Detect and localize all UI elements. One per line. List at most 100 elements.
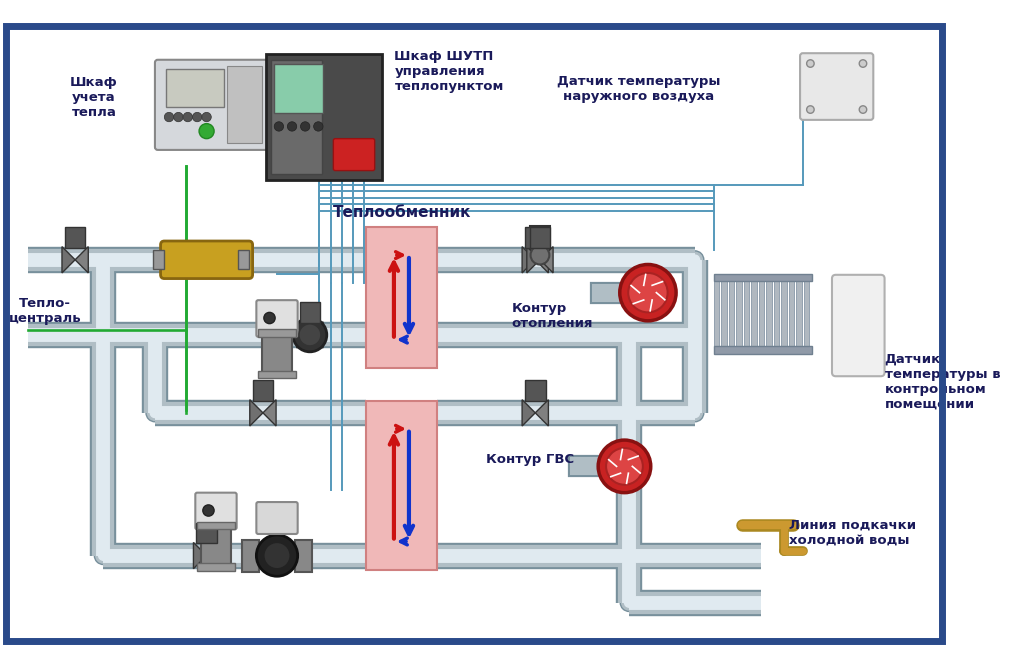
Circle shape [622,595,637,610]
Circle shape [264,312,275,323]
FancyBboxPatch shape [713,274,812,281]
FancyBboxPatch shape [265,54,382,180]
Text: Контур
отопления: Контур отопления [512,302,593,330]
Text: Теплообменник: Теплообменник [333,205,471,220]
Circle shape [621,547,638,564]
FancyBboxPatch shape [333,139,374,171]
Circle shape [806,60,814,67]
FancyBboxPatch shape [155,60,268,150]
FancyBboxPatch shape [789,279,794,349]
Circle shape [625,551,634,560]
FancyBboxPatch shape [160,241,252,279]
Circle shape [860,106,867,113]
Polygon shape [540,247,553,273]
Text: Шкаф ШУТП
управления
теплопунктом: Шкаф ШУТП управления теплопунктом [395,51,503,93]
FancyBboxPatch shape [525,227,546,247]
Text: Контур ГВС: Контур ГВС [486,454,574,466]
Circle shape [202,112,211,122]
FancyBboxPatch shape [237,250,249,269]
Circle shape [199,123,214,139]
Circle shape [690,255,699,265]
FancyBboxPatch shape [274,65,323,113]
FancyBboxPatch shape [256,300,298,337]
Circle shape [99,255,108,265]
FancyBboxPatch shape [752,279,757,349]
Circle shape [621,326,638,344]
Circle shape [95,251,112,269]
FancyBboxPatch shape [744,279,750,349]
Circle shape [274,122,284,131]
FancyBboxPatch shape [766,279,772,349]
Circle shape [164,112,174,122]
Circle shape [629,273,668,312]
Circle shape [147,327,162,342]
FancyBboxPatch shape [295,540,312,572]
Circle shape [314,122,323,131]
Circle shape [606,448,643,485]
Circle shape [96,548,111,563]
FancyBboxPatch shape [366,401,437,570]
FancyBboxPatch shape [201,524,231,568]
Circle shape [625,598,634,607]
Circle shape [174,112,183,122]
Circle shape [150,330,159,340]
FancyBboxPatch shape [197,563,235,570]
Circle shape [598,440,651,493]
Circle shape [625,330,634,340]
FancyBboxPatch shape [759,279,765,349]
FancyBboxPatch shape [737,279,742,349]
Circle shape [193,112,202,122]
FancyBboxPatch shape [366,227,437,368]
FancyBboxPatch shape [166,69,224,107]
Circle shape [301,122,310,131]
Circle shape [687,252,702,267]
Polygon shape [250,400,263,426]
Circle shape [147,406,162,420]
Polygon shape [297,321,310,348]
FancyBboxPatch shape [197,522,235,530]
Circle shape [264,542,291,569]
Text: Линия подкачки
холодной воды: Линия подкачки холодной воды [789,518,916,546]
Circle shape [293,318,327,352]
Circle shape [686,404,704,422]
FancyBboxPatch shape [525,380,546,401]
Circle shape [150,408,159,418]
Circle shape [288,122,297,131]
Polygon shape [194,542,207,569]
FancyBboxPatch shape [271,60,322,174]
Circle shape [622,406,637,420]
FancyBboxPatch shape [65,227,86,247]
Circle shape [622,327,637,342]
Polygon shape [522,400,535,426]
FancyBboxPatch shape [258,371,296,378]
FancyBboxPatch shape [728,279,735,349]
Polygon shape [522,247,535,273]
FancyBboxPatch shape [713,279,719,349]
Text: Шкаф
учета
тепла: Шкаф учета тепла [70,76,118,119]
Circle shape [299,324,321,346]
Polygon shape [310,321,323,348]
Circle shape [621,594,638,612]
FancyBboxPatch shape [197,523,217,544]
Polygon shape [62,247,75,273]
FancyBboxPatch shape [196,493,237,530]
Polygon shape [207,542,220,569]
Circle shape [256,535,298,576]
FancyBboxPatch shape [796,279,802,349]
FancyBboxPatch shape [262,332,292,376]
FancyBboxPatch shape [252,380,273,401]
Circle shape [860,60,867,67]
Circle shape [99,551,108,560]
Circle shape [686,251,704,269]
Circle shape [690,408,699,418]
Polygon shape [75,247,88,273]
Circle shape [687,406,702,420]
Polygon shape [535,400,549,426]
FancyBboxPatch shape [721,279,726,349]
Circle shape [622,548,637,563]
FancyBboxPatch shape [530,226,550,254]
Circle shape [620,265,676,321]
Circle shape [183,112,193,122]
FancyBboxPatch shape [258,329,296,337]
Text: Тепло-
централь: Тепло- централь [9,297,82,325]
